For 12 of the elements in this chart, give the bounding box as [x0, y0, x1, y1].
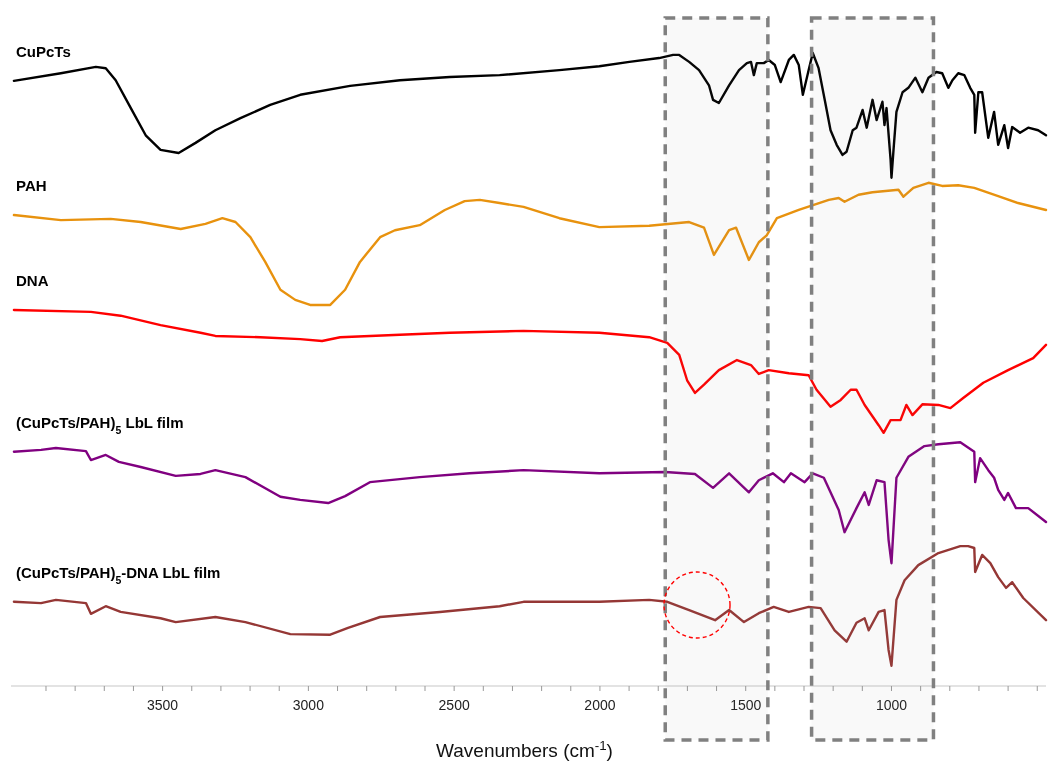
x-axis-title: Wavenumbers (cm$^{-1}$) [436, 737, 613, 761]
x-tick-label: 2500 [438, 697, 470, 713]
series-label: PAH [16, 177, 47, 195]
x-tick-label: 1500 [730, 697, 762, 713]
series-label: (CuPcTs/PAH)$_{5}$-DNA LbL film [16, 563, 221, 586]
x-tick-label: 1000 [875, 697, 908, 713]
x-tick-label: 3500 [147, 697, 179, 713]
series-label: (CuPcTs/PAH)$_{5}$ LbL film [16, 413, 184, 436]
x-tick-label: 2000 [584, 697, 616, 713]
x-tick-label: 3000 [292, 697, 325, 713]
series-label: CuPcTs [16, 42, 71, 60]
series-label: DNA [16, 272, 49, 289]
